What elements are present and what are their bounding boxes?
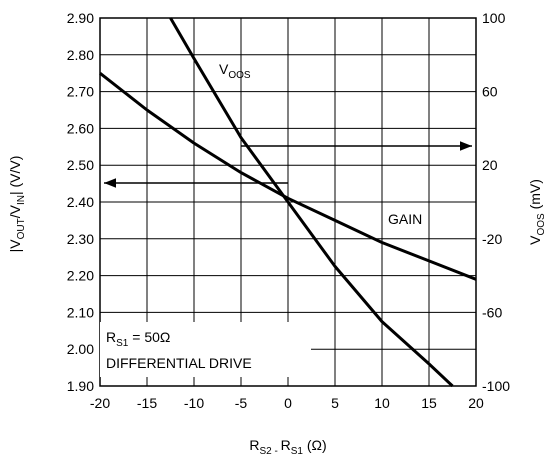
voos-series-label: VOOS <box>219 61 251 81</box>
series-line-gain <box>99 72 477 281</box>
y-left-tick-label: 1.90 <box>67 378 94 394</box>
y-left-tick-label: 2.00 <box>67 341 94 357</box>
x-tick-label: 20 <box>468 395 484 411</box>
series-line-voos <box>169 17 454 388</box>
y-right-tick-label: -20 <box>482 231 502 247</box>
x-tick-label: 0 <box>284 395 292 411</box>
y-right-tick-label: 100 <box>482 10 506 26</box>
y-left-tick-label: 2.50 <box>67 157 94 173</box>
y-left-tick-label: 2.30 <box>67 231 94 247</box>
y-left-tick-label: 2.80 <box>67 47 94 63</box>
y-left-axis-label: |VOUT/VIN| (V/V) <box>7 156 27 253</box>
x-tick-labels: -20 -15 -10 -5 0 5 10 15 20 <box>90 395 484 411</box>
y-right-tick-label: 20 <box>482 157 498 173</box>
y-left-tick-label: 2.90 <box>67 10 94 26</box>
condition-drive: DIFFERENTIAL DRIVE <box>106 355 252 371</box>
y-left-tick-label: 2.60 <box>67 120 94 136</box>
x-tick-label: 5 <box>331 395 339 411</box>
gain-series-label: GAIN <box>388 211 422 227</box>
y-left-tick-labels: 1.90 2.00 2.10 2.20 2.30 2.40 2.50 2.60 2.70 2.80… <box>67 10 94 394</box>
x-tick-label: -5 <box>235 395 248 411</box>
y-right-axis-label: VOOS (mV) <box>527 179 547 245</box>
x-tick-label: -10 <box>184 395 204 411</box>
x-axis-label: RS2 - RS1 (Ω) <box>249 437 326 456</box>
y-left-tick-label: 2.10 <box>67 304 94 320</box>
x-tick-label: 15 <box>421 395 437 411</box>
y-right-tick-labels: -100 -60 -20 20 60 100 <box>482 10 510 394</box>
y-right-tick-label: 60 <box>482 84 498 100</box>
plot-frame <box>99 17 477 387</box>
x-tick-label: 10 <box>374 395 390 411</box>
y-left-tick-label: 2.40 <box>67 194 94 210</box>
x-tick-label: -15 <box>137 395 157 411</box>
axis-arrows <box>104 141 472 188</box>
y-right-tick-label: -100 <box>482 378 510 394</box>
y-left-tick-label: 2.70 <box>67 84 94 100</box>
condition-rs1: RS1 = 50Ω <box>106 329 170 349</box>
series-lines <box>99 17 477 388</box>
x-tick-label: -20 <box>90 395 110 411</box>
condition-box <box>100 322 311 377</box>
y-left-tick-label: 2.20 <box>67 268 94 284</box>
y-right-tick-label: -60 <box>482 304 502 320</box>
